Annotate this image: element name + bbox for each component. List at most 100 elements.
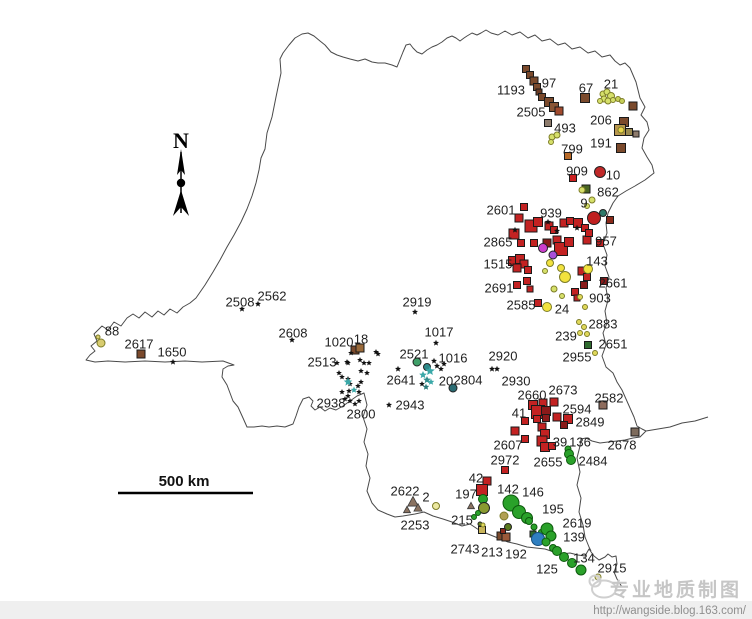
site-label: 2651 [599, 337, 628, 352]
marker-square [512, 263, 522, 273]
marker-square [569, 174, 577, 182]
marker-circle [575, 564, 587, 576]
site-label: 191 [590, 136, 612, 151]
site-label: 2601 [487, 203, 516, 218]
marker-circle [582, 304, 588, 310]
site-label: 10 [606, 168, 620, 183]
marker-square [534, 299, 542, 307]
site-label: 2508 [226, 295, 255, 310]
marker-star [356, 389, 362, 395]
marker-star [342, 396, 348, 402]
marker-square [521, 435, 529, 443]
site-label: 2 [422, 490, 429, 505]
marker-square [517, 239, 525, 247]
marker-star [339, 374, 345, 380]
marker-circle [583, 264, 593, 274]
scale-bar-label: 500 km [159, 473, 210, 490]
marker-circle [95, 334, 101, 340]
marker-star [545, 218, 551, 225]
site-label: 2608 [279, 326, 308, 341]
marker-circle [577, 294, 583, 300]
marker-square [513, 281, 521, 289]
marker-circle [448, 383, 458, 393]
marker-star [357, 357, 363, 363]
site-label: 143 [586, 254, 608, 269]
marker-square [625, 128, 633, 136]
site-label: 67 [579, 81, 593, 96]
site-label: 192 [505, 547, 527, 562]
marker-circle [597, 98, 603, 104]
marker-square [533, 217, 543, 227]
marker-star [339, 389, 345, 395]
marker-star [289, 336, 295, 343]
marker-square [548, 442, 556, 450]
site-label: 903 [589, 291, 611, 306]
marker-star [170, 358, 176, 365]
marker-triangle [407, 495, 419, 507]
marker-star [386, 401, 392, 408]
site-label: 2660 [518, 388, 547, 403]
marker-square [482, 476, 492, 486]
marker-circle [471, 514, 477, 520]
site-label: 1650 [158, 345, 187, 360]
site-label: 957 [595, 234, 617, 249]
marker-square [560, 421, 568, 429]
marker-square [554, 106, 564, 116]
marker-star [336, 370, 342, 376]
marker-star [356, 398, 362, 404]
marker-square [632, 130, 640, 138]
site-label: 20 [439, 374, 453, 389]
north-arrow-bottom-icon [173, 190, 189, 216]
marker-star [255, 300, 261, 307]
site-label: 239 [555, 329, 577, 344]
site-label: 41 [512, 406, 526, 421]
marker-star [554, 227, 560, 234]
marker-square [571, 288, 579, 296]
marker-star [438, 366, 444, 372]
site-label: 39 [553, 435, 567, 450]
site-label: 2562 [258, 289, 287, 304]
marker-star [395, 365, 401, 372]
site-label: 2673 [549, 383, 578, 398]
site-label: 9 [580, 196, 587, 211]
marker-circle [478, 502, 490, 514]
marker-square [600, 277, 608, 285]
marker-star [512, 226, 518, 233]
marker-star [348, 350, 354, 356]
north-arrow-top-icon [177, 149, 185, 175]
site-label: 2883 [589, 317, 618, 332]
marker-square [628, 101, 638, 111]
site-label: 213 [481, 545, 503, 560]
site-label: 1193 [497, 83, 525, 98]
site-label: 2800 [347, 407, 376, 422]
marker-circle [617, 126, 625, 134]
marker-circle [530, 523, 538, 531]
marker-square [598, 400, 608, 410]
marker-star [345, 360, 351, 366]
marker-circle [432, 502, 440, 510]
marker-square [355, 343, 365, 353]
marker-star [350, 386, 358, 393]
marker-square [564, 237, 574, 247]
watermark-logo-icon [588, 574, 617, 599]
site-label: 1515 [484, 257, 513, 272]
scale-bar: 500 km [118, 473, 253, 495]
marker-circle [542, 268, 548, 274]
site-label: 2972 [491, 453, 520, 468]
site-label: 195 [542, 502, 564, 517]
site-label: 2513 [308, 355, 337, 370]
site-label: 2919 [403, 295, 432, 310]
marker-square [596, 239, 604, 247]
site-label: 24 [555, 302, 569, 317]
marker-star [425, 366, 435, 375]
marker-star [343, 377, 353, 386]
marker-triangle [413, 502, 423, 512]
site-label: 2920 [489, 349, 518, 364]
marker-star [358, 379, 364, 385]
marker-square [582, 235, 592, 245]
site-label: 139 [563, 530, 585, 545]
marker-circle [594, 166, 606, 178]
marker-star [345, 393, 351, 399]
